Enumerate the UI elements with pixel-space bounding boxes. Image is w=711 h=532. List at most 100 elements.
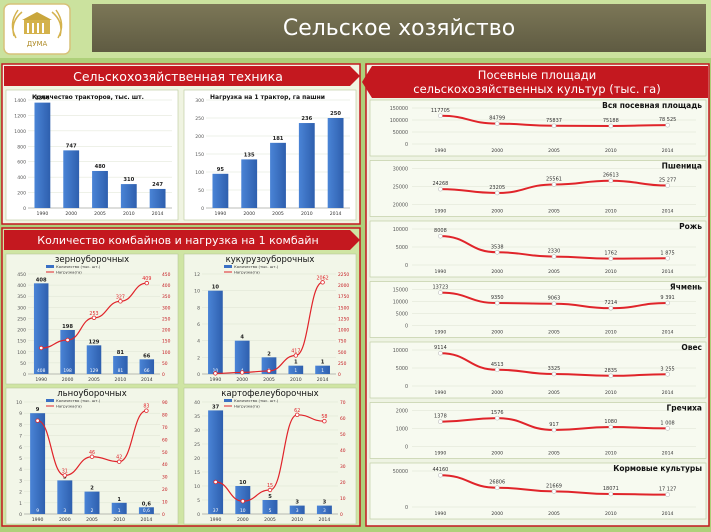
bar-value-label: 95 [217,167,225,173]
crops-title-line2: сельскохозяйственных культур (тыс. га) [413,82,660,96]
bar-value-label: 310 [123,177,134,183]
chart-flax_combines: 0 1 2 3 4 5 6 7 8 9 10 0 10 20 30 40 50 60 70 80 90 1990 9 9 200… [5,387,179,525]
line-point [494,121,500,126]
y-tick-label: 50000 [393,469,408,475]
y2-tick-label: 400 [162,283,171,289]
x-tick-label: 2014 [141,517,153,523]
bar [60,330,75,374]
bar [63,150,80,208]
y-tick-label: 0 [197,512,200,518]
line-point [438,350,443,356]
chart-title: Количество тракторов, тыс. шт. [32,94,144,101]
x-tick-label: 1990 [435,269,447,275]
y-tick-label: 25 [194,442,200,448]
bar [234,340,250,374]
bar [288,365,304,374]
x-tick-label: 1990 [435,511,447,517]
column-icon [27,23,29,33]
y-tick-label: 2000 [396,409,408,415]
bar [149,188,166,208]
x-tick-label: 2005 [94,211,106,217]
y2-tick-label: 250 [338,361,347,367]
bar-top-label: 1 [321,360,325,366]
x-tick-label: 2005 [548,148,560,154]
y2-tick-label: 20 [340,480,346,486]
y-tick-label: 50 [20,361,26,367]
crops-banner [362,66,708,98]
legend-label: Нагрузка(га) [56,404,82,409]
line-point [494,190,500,196]
chart-title: льноуборочных [57,389,127,399]
chart-crops_total: 0 50000 100000 150000 1990 2000 2005 2010 2014 11… [369,99,707,157]
line-value-label: 3538 [491,244,504,250]
x-tick-label: 2010 [301,211,313,217]
bar [262,500,278,514]
bar-top-label: 9 [36,407,40,413]
line-point [665,300,670,306]
line-value-label: 26613 [603,173,619,179]
y-tick-label: 100 [195,170,204,176]
legend-label: Количество (тыс. шт.) [56,264,101,269]
line-value-label: 7214 [604,300,617,306]
line-point [293,353,298,358]
bar-value-label: 9 [36,508,39,514]
bar [34,102,51,208]
bar-value-label: 129 [90,368,99,374]
bar-value-label: 198 [63,368,72,374]
line-value-label: 42 [116,455,122,461]
bar-top-label: 37 [212,404,220,410]
bar-value-label: 747 [66,143,77,149]
line-point [665,426,670,431]
chart-title: Рожь [679,222,702,231]
y2-tick-label: 60 [340,416,346,422]
bar-top-label: 408 [36,277,47,283]
y2-tick-label: 90 [162,400,168,406]
line-value-label: 1378 [434,414,447,420]
line-value-label: 327 [116,294,125,300]
y-tick-label: 6 [197,322,200,328]
y2-tick-label: 70 [340,400,346,406]
legend-swatch-bar [46,399,54,402]
bar-value-label: 480 [95,164,106,170]
line-value-label: 8008 [434,228,447,234]
y-tick-label: 0 [201,206,204,212]
x-tick-label: 2000 [491,330,503,336]
x-tick-label: 2000 [491,209,503,215]
line-value-label: 18071 [603,486,619,492]
bar-value-label: 2 [91,508,94,514]
line-point [665,492,670,497]
x-tick-label: 2010 [605,269,617,275]
x-tick-label: 2010 [605,511,617,517]
y-tick-label: 0 [405,445,408,451]
bar [208,290,223,374]
chart-title: Нагрузка на 1 трактор, га пашни [210,94,325,101]
line-point [494,485,500,490]
page-title: Сельское хозяйство [283,16,515,41]
x-tick-label: 1990 [435,390,447,396]
y-tick-label: 350 [17,294,26,300]
column-icon [32,23,34,33]
legend-label: Количество (тыс. шт.) [234,398,279,403]
x-tick-label: 1990 [435,148,447,154]
y2-tick-label: 150 [162,339,171,345]
y-tick-label: 4 [197,339,200,345]
column-icon [37,23,39,33]
x-tick-label: 1990 [32,517,44,523]
line-point [551,254,557,259]
bar-top-label: 0,6 [142,501,152,507]
chart-title: Овес [681,343,702,352]
x-tick-label: 2005 [548,451,560,457]
y-tick-label: 5000 [396,366,408,372]
x-tick-label: 2014 [662,390,674,396]
line-value-label: 3 255 [660,366,674,372]
bar-value-label: 10 [213,368,219,374]
y2-tick-label: 30 [162,475,168,481]
x-tick-label: 2005 [548,330,560,336]
line-value-label: 1 008 [660,420,674,426]
bar [212,173,229,208]
line-point [608,491,614,497]
line-point [438,186,443,192]
x-tick-label: 1990 [210,377,222,383]
y-tick-label: 2 [197,355,200,361]
